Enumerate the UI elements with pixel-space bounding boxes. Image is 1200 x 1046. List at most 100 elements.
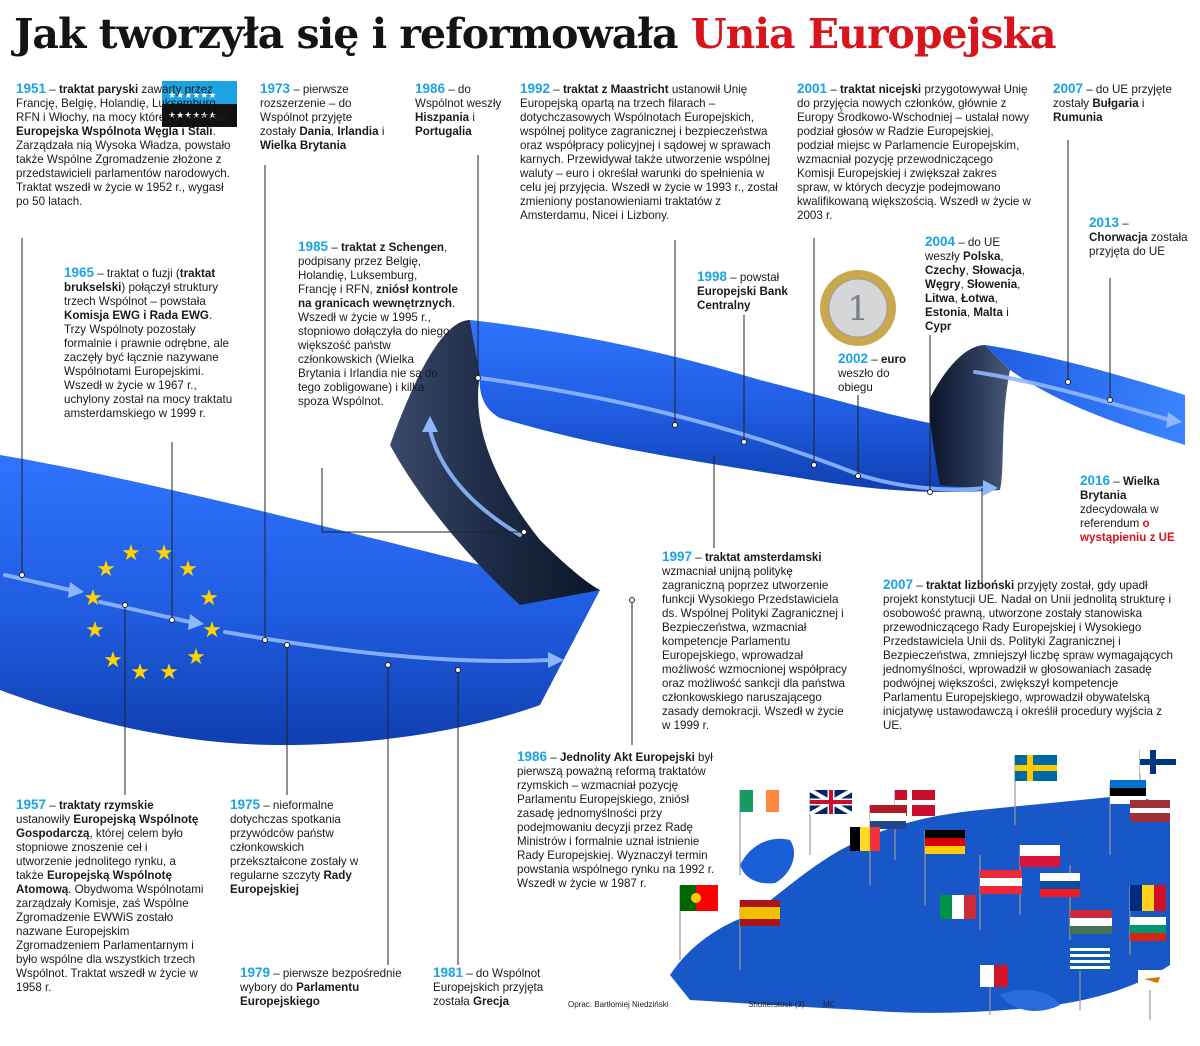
event-bold: Portugalia xyxy=(415,125,472,138)
event-text: , podpisany przez Belgię, Holandię, Luks… xyxy=(298,241,448,296)
event-text: ustanowiły xyxy=(16,813,74,826)
event-text: zdecydowała w referendum xyxy=(1080,503,1159,530)
event-text: została przyjęta do UE xyxy=(1089,231,1188,258)
event-2001: 2001 – traktat nicejski przygotowywał Un… xyxy=(797,82,1032,223)
event-2004: 2004 – do UE weszły Polska, Czechy, Słow… xyxy=(925,235,1035,334)
arrowhead-2 xyxy=(188,614,204,630)
year-label: 1979 xyxy=(240,965,271,980)
event-text: – pierwsze bezpośrednie wybory do xyxy=(240,967,402,994)
event-text: – powstał xyxy=(727,271,780,284)
svg-text:★: ★ xyxy=(178,557,198,582)
event-text: – xyxy=(913,579,926,592)
flag-uk xyxy=(809,788,853,816)
event-bold: Wielka Brytania xyxy=(1080,475,1160,502)
event-text: , xyxy=(994,292,998,305)
event-bold: traktat brukselski xyxy=(64,267,216,294)
event-text: , xyxy=(330,125,338,138)
event-2007a: 2007 – do UE przyjęte zostały Bułgaria i… xyxy=(1053,82,1188,125)
arrow-line-1 xyxy=(3,573,72,592)
arrowhead-5 xyxy=(983,480,998,496)
event-bold: Europejską Wspólnotę Atomową xyxy=(16,869,172,896)
event-2002: 2002 – euro weszło do obiegu xyxy=(838,352,918,395)
title-accent: Unia Europejska xyxy=(690,10,1057,58)
svg-text:★: ★ xyxy=(154,541,174,566)
event-bold: traktat paryski xyxy=(58,83,139,96)
event-text: . Wszedł w życie w 1995 r., stopniowo do… xyxy=(298,297,456,408)
svg-text:1: 1 xyxy=(847,289,869,329)
year-label: 1973 xyxy=(260,81,291,96)
event-bold: Jednolity Akt Europejski xyxy=(559,751,695,764)
event-bold: Dania xyxy=(299,125,331,138)
event-1973: 1973 – pierwsze rozszerzenie – do Wspóln… xyxy=(260,82,390,153)
event-1957: 1957 – traktaty rzymskie ustanowiły Euro… xyxy=(16,798,204,995)
year-label: 1975 xyxy=(230,797,261,812)
event-bold: Europejską Wspólnotę Gospodarczą xyxy=(16,813,199,840)
event-text: – xyxy=(328,241,341,254)
event-text: wzmacniał unijną politykę zagraniczną po… xyxy=(662,565,847,732)
event-1951: 1951 – traktat paryski zawarty przez Fra… xyxy=(16,82,231,209)
flag-austria xyxy=(980,870,1022,894)
event-bold: Irlandia xyxy=(337,125,379,138)
event-text: , xyxy=(960,278,967,291)
svg-text:★: ★ xyxy=(85,618,105,643)
event-bold: Łotwa xyxy=(961,292,995,305)
event-bold: Grecja xyxy=(472,995,510,1008)
year-label: 1986 xyxy=(517,749,548,764)
event-text: , xyxy=(965,264,973,277)
event-text: , której celem było stopniowe znoszenie … xyxy=(16,827,183,882)
arrowhead-6 xyxy=(1166,412,1182,428)
year-label: 2007 xyxy=(883,577,914,592)
ribbon-twist-dark xyxy=(390,320,600,605)
event-text: – nieformalne dotychczas spotkania przyw… xyxy=(230,799,359,882)
year-label: 1998 xyxy=(697,269,728,284)
event-text: – xyxy=(827,83,840,96)
svg-text:★: ★ xyxy=(199,586,219,611)
year-label: 1981 xyxy=(433,965,464,980)
event-text: – xyxy=(1110,475,1123,488)
year-label: 1986 xyxy=(415,81,446,96)
event-text: . Obydwoma Wspólnotami zarządzały Komisj… xyxy=(16,883,204,994)
event-text: , xyxy=(1017,278,1021,291)
event-bold: Hiszpania xyxy=(415,111,470,124)
event-text: . Trzy Wspólnoty pozostały formalnie i p… xyxy=(64,309,233,420)
event-text: , xyxy=(1000,250,1004,263)
event-1992: 1992 – traktat z Maastricht ustanowił Un… xyxy=(520,82,778,223)
event-text: – xyxy=(550,83,563,96)
event-bold: traktat z Maastricht xyxy=(562,83,669,96)
connector-1985 xyxy=(321,468,524,533)
year-label: 2002 xyxy=(838,351,869,366)
svg-text:★: ★ xyxy=(83,586,103,611)
event-text: przygotowywał Unię do przyjęcia nowych c… xyxy=(797,83,1031,222)
event-2007b: 2007 – traktat lizboński przyjęty został… xyxy=(883,578,1175,733)
event-text: i xyxy=(1138,97,1145,110)
event-bold: Europejska Wspólnota Węgla i Stali xyxy=(16,125,213,138)
event-highlight: o wystąpieniu z UE xyxy=(1080,517,1175,544)
event-bold: Słowenia xyxy=(966,278,1018,291)
year-label: 2016 xyxy=(1080,473,1111,488)
event-bold: Rady Europejskiej xyxy=(230,869,352,896)
event-text: . Zarządzała nią Wysoka Władza, powstało… xyxy=(16,125,231,208)
svg-text:★: ★ xyxy=(186,645,206,670)
svg-text:★: ★ xyxy=(202,618,222,643)
event-bold: Słowacja xyxy=(972,264,1022,277)
arrowhead-1 xyxy=(68,582,84,598)
event-2016: 2016 – Wielka Brytania zdecydowała w ref… xyxy=(1080,474,1180,545)
flag-ireland xyxy=(740,790,779,812)
flag-netherlands xyxy=(870,805,906,829)
flag-estonia xyxy=(1110,780,1146,804)
event-text: – do Wspólnot Europejskich przyjęta zost… xyxy=(433,967,544,1008)
event-bold: traktat z Schengen xyxy=(340,241,445,254)
credit-photo: Shutterstock (3) xyxy=(748,1000,805,1009)
svg-text:★: ★ xyxy=(121,541,141,566)
event-bold: euro xyxy=(880,353,907,366)
event-text: – do UE weszły xyxy=(925,236,1001,263)
svg-text:★: ★ xyxy=(103,648,123,673)
event-1986a: 1986 – do Wspólnot weszły Hiszpania i Po… xyxy=(415,82,507,139)
event-bold: Polska xyxy=(963,250,1001,263)
flag-greece xyxy=(1070,945,1110,971)
flag-slovakia xyxy=(1040,873,1080,897)
event-text: – pierwsze rozszerzenie – do Wspólnot pr… xyxy=(260,83,353,138)
flag-germany xyxy=(925,830,965,854)
event-text: był pierwszą poważną reformą traktatów r… xyxy=(517,751,715,890)
flag-latvia xyxy=(1130,800,1170,822)
